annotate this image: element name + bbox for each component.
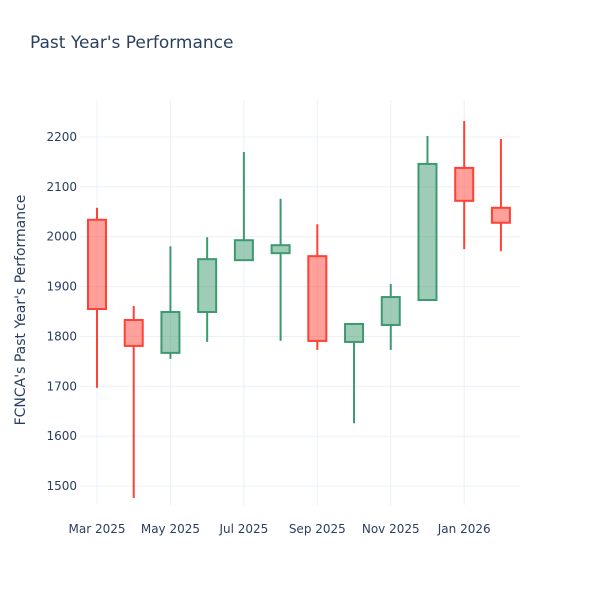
chart-title: Past Year's Performance <box>30 33 234 53</box>
candle-decreasing <box>307 255 328 342</box>
x-tick-label: Mar 2025 <box>69 522 126 536</box>
candle-decreasing <box>454 166 475 202</box>
y-tick-label: 1800 <box>46 329 77 343</box>
x-tick-label: Nov 2025 <box>362 522 420 536</box>
candle-decreasing <box>123 318 144 347</box>
y-axis-label: FCNCA's Past Year's Performance <box>13 195 29 426</box>
x-tick-label: Jan 2026 <box>437 522 491 536</box>
candle-increasing <box>344 322 365 343</box>
candle-decreasing <box>87 218 107 311</box>
candle-increasing <box>233 239 254 262</box>
y-tick-label: 1700 <box>46 379 77 393</box>
x-tick-label: May 2025 <box>141 522 200 536</box>
candle-increasing <box>160 311 181 354</box>
candle-increasing <box>417 162 438 302</box>
x-tick-label: Sep 2025 <box>289 522 346 536</box>
y-tick-label: 1500 <box>46 479 77 493</box>
candle-decreasing <box>490 206 511 224</box>
y-tick-label: 2200 <box>46 130 77 144</box>
x-tick-label: Jul 2025 <box>218 522 268 536</box>
candle-increasing <box>380 296 401 326</box>
y-tick-label: 2100 <box>46 180 77 194</box>
y-tick-label: 1600 <box>46 429 77 443</box>
candle-increasing <box>270 244 291 255</box>
y-tick-label: 1900 <box>46 280 77 294</box>
candle-increasing <box>197 258 218 314</box>
y-tick-label: 2000 <box>46 230 77 244</box>
